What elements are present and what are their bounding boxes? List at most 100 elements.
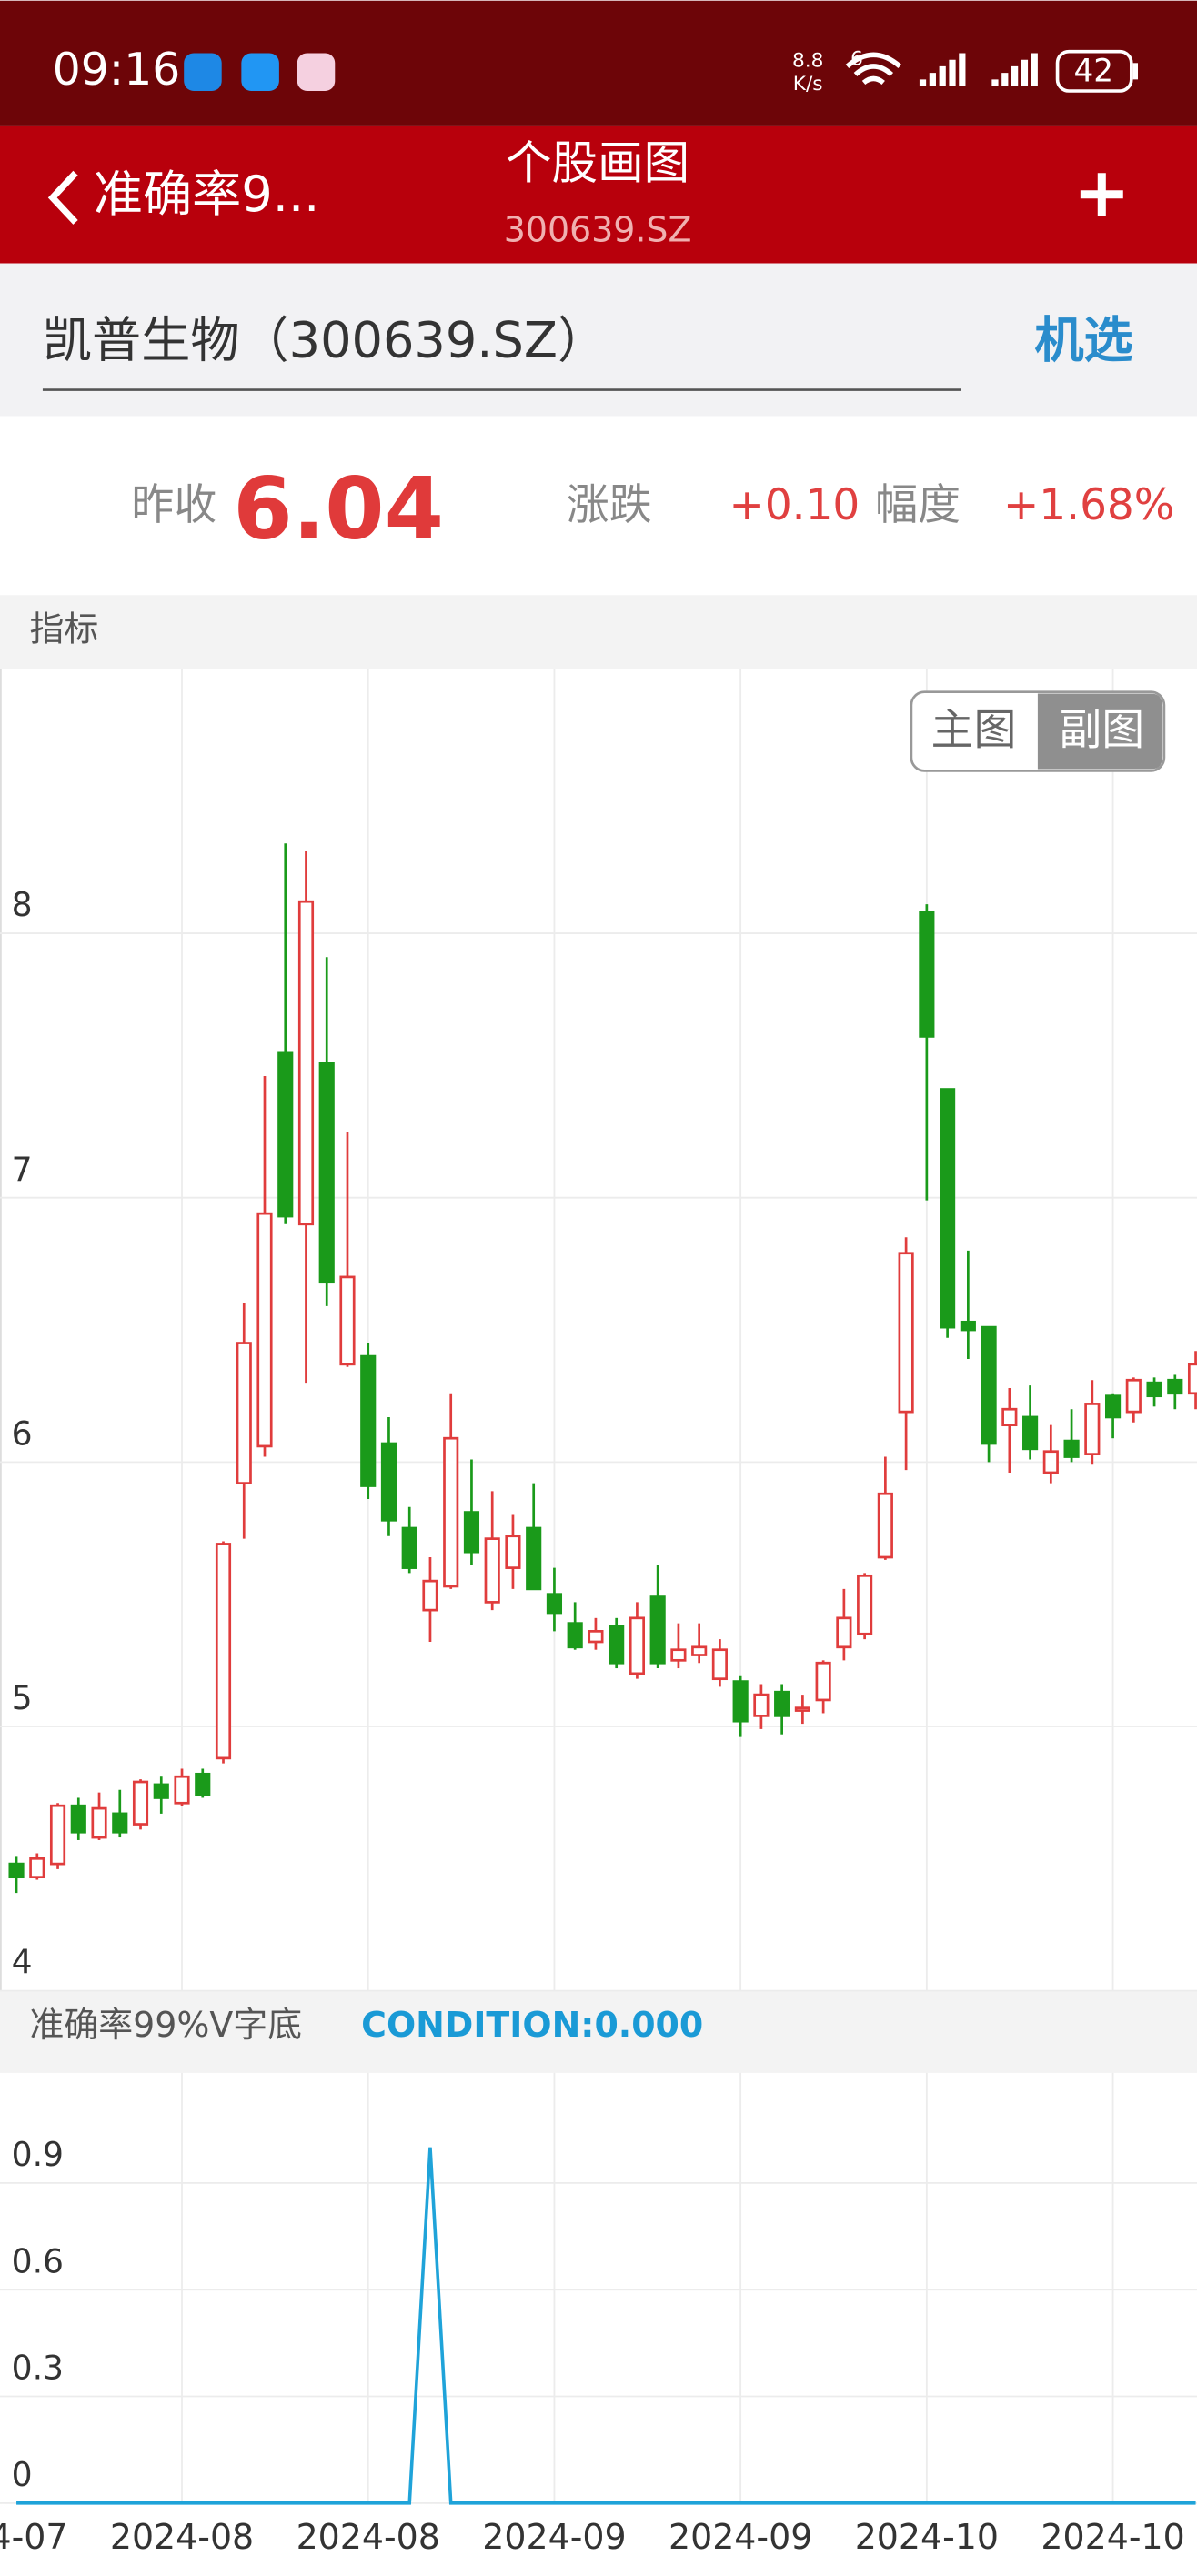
candle-body — [277, 1051, 294, 1218]
wifi-icon — [845, 52, 902, 86]
candle-body — [1022, 1415, 1039, 1451]
toggle-active — [1037, 693, 1163, 770]
candle-body — [753, 1693, 770, 1717]
toggle-main[interactable]: 主图 — [931, 705, 1017, 755]
app-icon — [241, 53, 279, 91]
y-tick-label: 6 — [12, 1414, 33, 1453]
candle-body — [484, 1537, 500, 1604]
toggle-sub[interactable]: 副图 — [1059, 705, 1144, 755]
nav-subtitle: 300639.SZ — [504, 210, 692, 250]
change: +0.10 — [729, 480, 860, 530]
indicator-line — [16, 2147, 1196, 2505]
x-tick-label: 2024-09 — [482, 2517, 626, 2557]
candle-body — [318, 1062, 335, 1284]
candle-body — [877, 1492, 893, 1559]
quote-label: 涨跌 — [567, 480, 652, 530]
candle-body — [132, 1780, 149, 1826]
range: +1.68% — [1003, 480, 1174, 530]
candle-body — [1084, 1403, 1101, 1455]
y-tick-label: 7 — [12, 1150, 33, 1189]
candle-body — [70, 1804, 86, 1834]
candle-body — [339, 1275, 356, 1366]
candle-body — [1042, 1450, 1059, 1474]
candle-body — [794, 1706, 810, 1712]
candle-body — [691, 1645, 708, 1656]
candle-body — [195, 1772, 211, 1796]
candle-body — [91, 1806, 107, 1839]
candle-body — [1187, 1363, 1197, 1395]
candle-body — [360, 1354, 377, 1487]
y-tick-label: 8 — [12, 885, 33, 924]
quote-label: 昨收 — [131, 480, 216, 530]
candle-body — [1104, 1394, 1122, 1419]
candle-body — [401, 1526, 417, 1569]
candle-body — [567, 1622, 583, 1649]
signal-icon — [919, 53, 1038, 86]
candle-body — [981, 1325, 997, 1445]
candle-body — [546, 1593, 563, 1615]
prev-close: 6.04 — [233, 460, 444, 559]
x-tick-label: 2024-09 — [669, 2517, 812, 2557]
candle-body — [1063, 1439, 1080, 1458]
candle-body — [174, 1775, 190, 1805]
net-speed: 8.8 — [792, 50, 823, 73]
candle-body — [919, 911, 935, 1038]
candle-body — [380, 1442, 397, 1522]
y-tick-label: 0.6 — [12, 2241, 64, 2280]
candle-body — [588, 1630, 604, 1644]
y-tick-label: 0.3 — [12, 2349, 64, 2388]
candle-body — [836, 1616, 852, 1649]
section-title: 指标 — [29, 609, 98, 649]
section-bar — [0, 595, 1197, 669]
time: 09:16 — [53, 45, 180, 96]
candle-body — [898, 1252, 914, 1414]
plot: 4 5 6 7 8 0 0.3 0.6 0.9 2024-07 2024-08 2024-08 2024… — [0, 669, 1197, 2557]
back-icon[interactable] — [47, 170, 78, 225]
x-tick-label: 2024-08 — [297, 2517, 440, 2557]
candle-body — [649, 1595, 666, 1665]
candle-body — [463, 1511, 480, 1554]
candle-body — [732, 1680, 749, 1723]
candle-body — [443, 1436, 459, 1588]
app-icon — [184, 53, 222, 91]
pick-button[interactable]: 机选 — [1034, 312, 1132, 369]
nav-title: 个股画图 — [506, 136, 689, 190]
candle-body — [422, 1579, 438, 1612]
candle-body — [857, 1574, 873, 1635]
net-unit: K/s — [793, 73, 823, 96]
candle-body — [1146, 1381, 1162, 1398]
candle-body — [236, 1342, 252, 1484]
candle-body — [1167, 1378, 1183, 1395]
y-tick-label: 0.9 — [12, 2135, 64, 2174]
candle-body — [526, 1526, 542, 1591]
candle-body — [215, 1543, 232, 1760]
indicator-title: 准确率99%V字底 — [29, 2005, 302, 2045]
candle-body — [49, 1804, 66, 1866]
candle-body — [153, 1783, 169, 1799]
candle-body — [8, 1862, 25, 1879]
candle-body — [670, 1648, 687, 1662]
candle-body — [815, 1661, 831, 1702]
y-tick-label: 5 — [12, 1678, 33, 1717]
app-icon — [297, 53, 336, 91]
x-tick-label: 2024-08 — [110, 2517, 254, 2557]
candle-body — [505, 1535, 521, 1569]
candle-body — [609, 1625, 625, 1665]
candle-body — [711, 1648, 728, 1681]
candle-body — [629, 1616, 645, 1675]
y-tick-label: 0 — [12, 2455, 33, 2494]
candle-body — [29, 1857, 45, 1879]
nav-bar — [0, 125, 1197, 264]
add-button[interactable] — [1080, 173, 1123, 216]
candle-body — [940, 1088, 956, 1329]
back-label[interactable]: 准确率9... — [94, 166, 320, 223]
candle-body — [1001, 1407, 1018, 1427]
quote-label: 幅度 — [875, 480, 961, 530]
x-tick-label: 2024-07 — [0, 2517, 67, 2557]
candle-body — [960, 1320, 976, 1332]
stock-input[interactable]: 凯普生物（300639.SZ） — [43, 312, 607, 369]
battery — [1055, 49, 1133, 93]
candle-body — [297, 900, 315, 1226]
